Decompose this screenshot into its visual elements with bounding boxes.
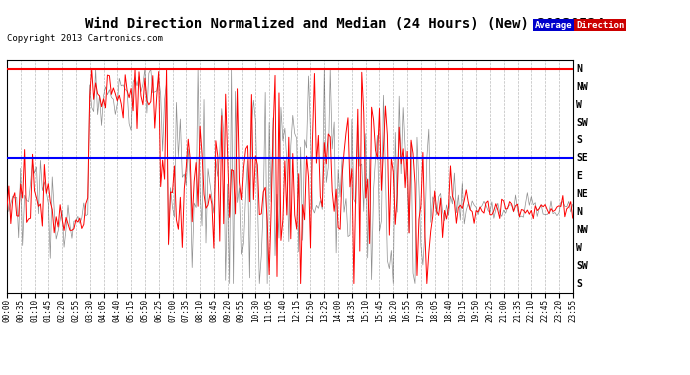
Text: S: S <box>576 279 582 288</box>
Text: NW: NW <box>576 225 588 235</box>
Text: SE: SE <box>576 153 588 164</box>
Text: W: W <box>576 243 582 253</box>
Text: Copyright 2013 Cartronics.com: Copyright 2013 Cartronics.com <box>7 34 163 43</box>
Text: Direction: Direction <box>576 21 624 30</box>
Text: W: W <box>576 100 582 110</box>
Text: N: N <box>576 207 582 217</box>
Text: S: S <box>576 135 582 146</box>
Text: NW: NW <box>576 82 588 92</box>
Text: Wind Direction Normalized and Median (24 Hours) (New) 20130524: Wind Direction Normalized and Median (24… <box>86 17 604 31</box>
Text: E: E <box>576 171 582 181</box>
Text: N: N <box>576 64 582 74</box>
Text: Average: Average <box>535 21 573 30</box>
Text: SW: SW <box>576 261 588 271</box>
Text: SW: SW <box>576 118 588 128</box>
Text: NE: NE <box>576 189 588 199</box>
